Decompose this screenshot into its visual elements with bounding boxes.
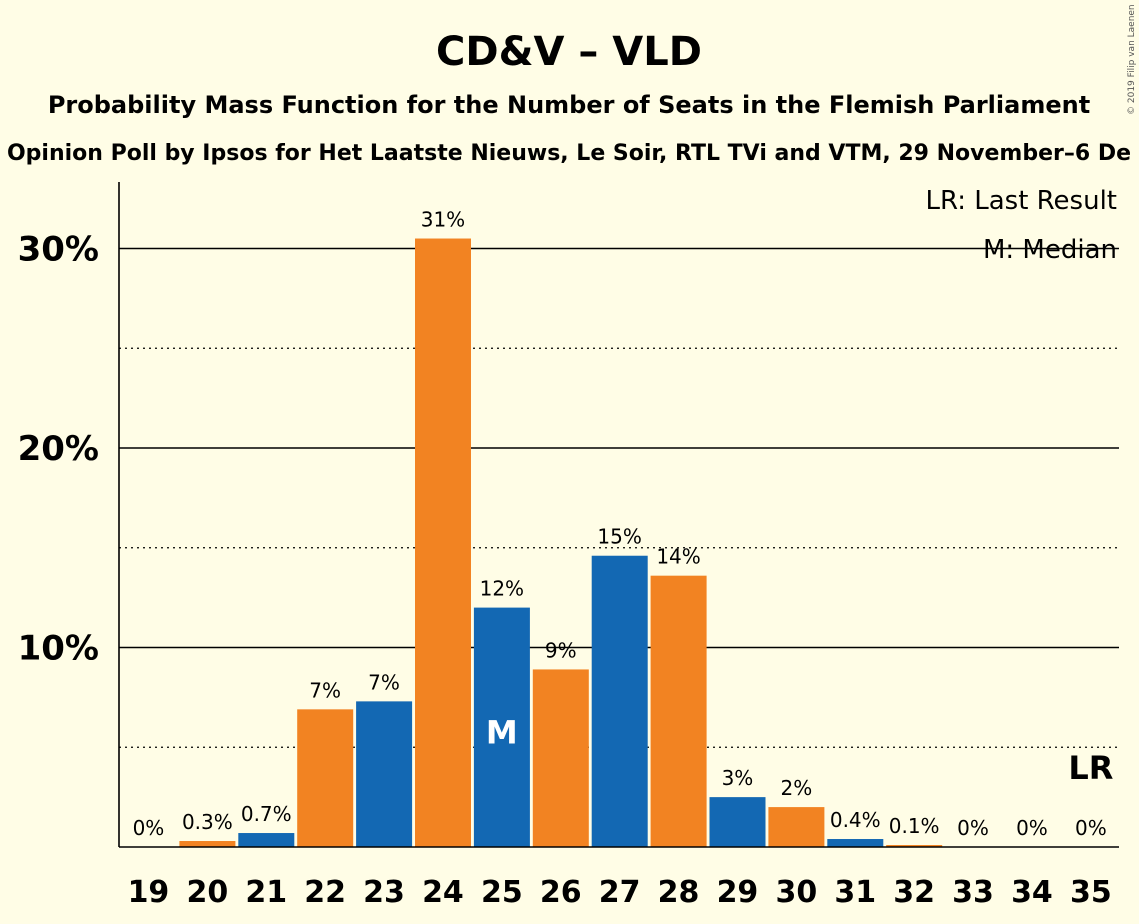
bar-label-27: 15%: [597, 525, 641, 549]
x-tick-24: 24: [422, 875, 464, 910]
bar-label-23: 7%: [368, 670, 400, 694]
bars: [179, 238, 943, 847]
bar-label-30: 2%: [780, 776, 812, 800]
x-tick-35: 35: [1070, 875, 1112, 910]
chart-subtitle: Probability Mass Function for the Number…: [48, 91, 1090, 119]
chart-poll-source: Opinion Poll by Ipsos for Het Laatste Ni…: [7, 141, 1131, 166]
bar-32: [886, 845, 943, 847]
bar-28: [650, 575, 707, 847]
x-tick-21: 21: [245, 875, 287, 910]
bar-label-24: 31%: [421, 208, 465, 232]
y-tick-30: 30%: [18, 230, 99, 270]
legend-last-result: LR: Last Result: [925, 186, 1117, 216]
copyright-notice: © 2019 Filip van Laenen: [1127, 4, 1137, 115]
bar-label-26: 9%: [545, 638, 577, 662]
bar-label-25: 12%: [480, 577, 524, 601]
bar-label-28: 14%: [656, 545, 700, 569]
y-axis-ticks: 10% 20% 30%: [18, 230, 99, 669]
x-tick-33: 33: [952, 875, 994, 910]
median-marker: M: [486, 714, 518, 752]
bar-30: [768, 807, 825, 847]
x-tick-20: 20: [186, 875, 228, 910]
bar-29: [709, 797, 766, 847]
x-tick-30: 30: [775, 875, 817, 910]
bar-25: [473, 607, 530, 847]
last-result-marker: LR: [1068, 749, 1113, 787]
bar-labels: 0% 0.3% 0.7% 7% 7% 31% 12% M 9% 15% 14% 3% 2% 0.4% 0.1…: [133, 208, 1114, 840]
x-tick-32: 32: [893, 875, 935, 910]
x-tick-25: 25: [481, 875, 523, 910]
bar-label-34: 0%: [1016, 816, 1048, 840]
bar-21: [238, 833, 295, 847]
bar-label-19: 0%: [133, 816, 165, 840]
bar-label-33: 0%: [957, 816, 989, 840]
bar-20: [179, 841, 236, 847]
x-tick-34: 34: [1011, 875, 1053, 910]
bar-23: [356, 701, 413, 847]
bar-label-29: 3%: [722, 766, 754, 790]
x-tick-29: 29: [717, 875, 759, 910]
axes: [118, 182, 1119, 848]
x-tick-26: 26: [540, 875, 582, 910]
chart-title: CD&V – VLD: [436, 29, 702, 75]
x-tick-19: 19: [128, 875, 170, 910]
bar-label-20: 0.3%: [182, 810, 233, 834]
legend-median: M: Median: [983, 235, 1117, 265]
x-tick-31: 31: [834, 875, 876, 910]
x-tick-27: 27: [599, 875, 641, 910]
bar-label-31: 0.4%: [830, 808, 881, 832]
bar-27: [591, 555, 648, 847]
bar-26: [532, 669, 589, 847]
y-tick-20: 20%: [18, 429, 99, 469]
bar-31: [827, 839, 884, 847]
bar-label-21: 0.7%: [241, 802, 292, 826]
bar-24: [415, 238, 471, 847]
bar-label-22: 7%: [309, 678, 341, 702]
x-axis-ticks: 19 20 21 22 23 24 25 26 27 28 29 30 31 32 33 34 35: [128, 875, 1112, 910]
bar-label-32: 0.1%: [889, 814, 940, 838]
y-tick-10: 10%: [18, 629, 99, 669]
x-tick-28: 28: [658, 875, 700, 910]
bar-22: [297, 709, 354, 847]
x-tick-23: 23: [363, 875, 405, 910]
bar-label-35: 0%: [1075, 816, 1107, 840]
x-tick-22: 22: [304, 875, 346, 910]
